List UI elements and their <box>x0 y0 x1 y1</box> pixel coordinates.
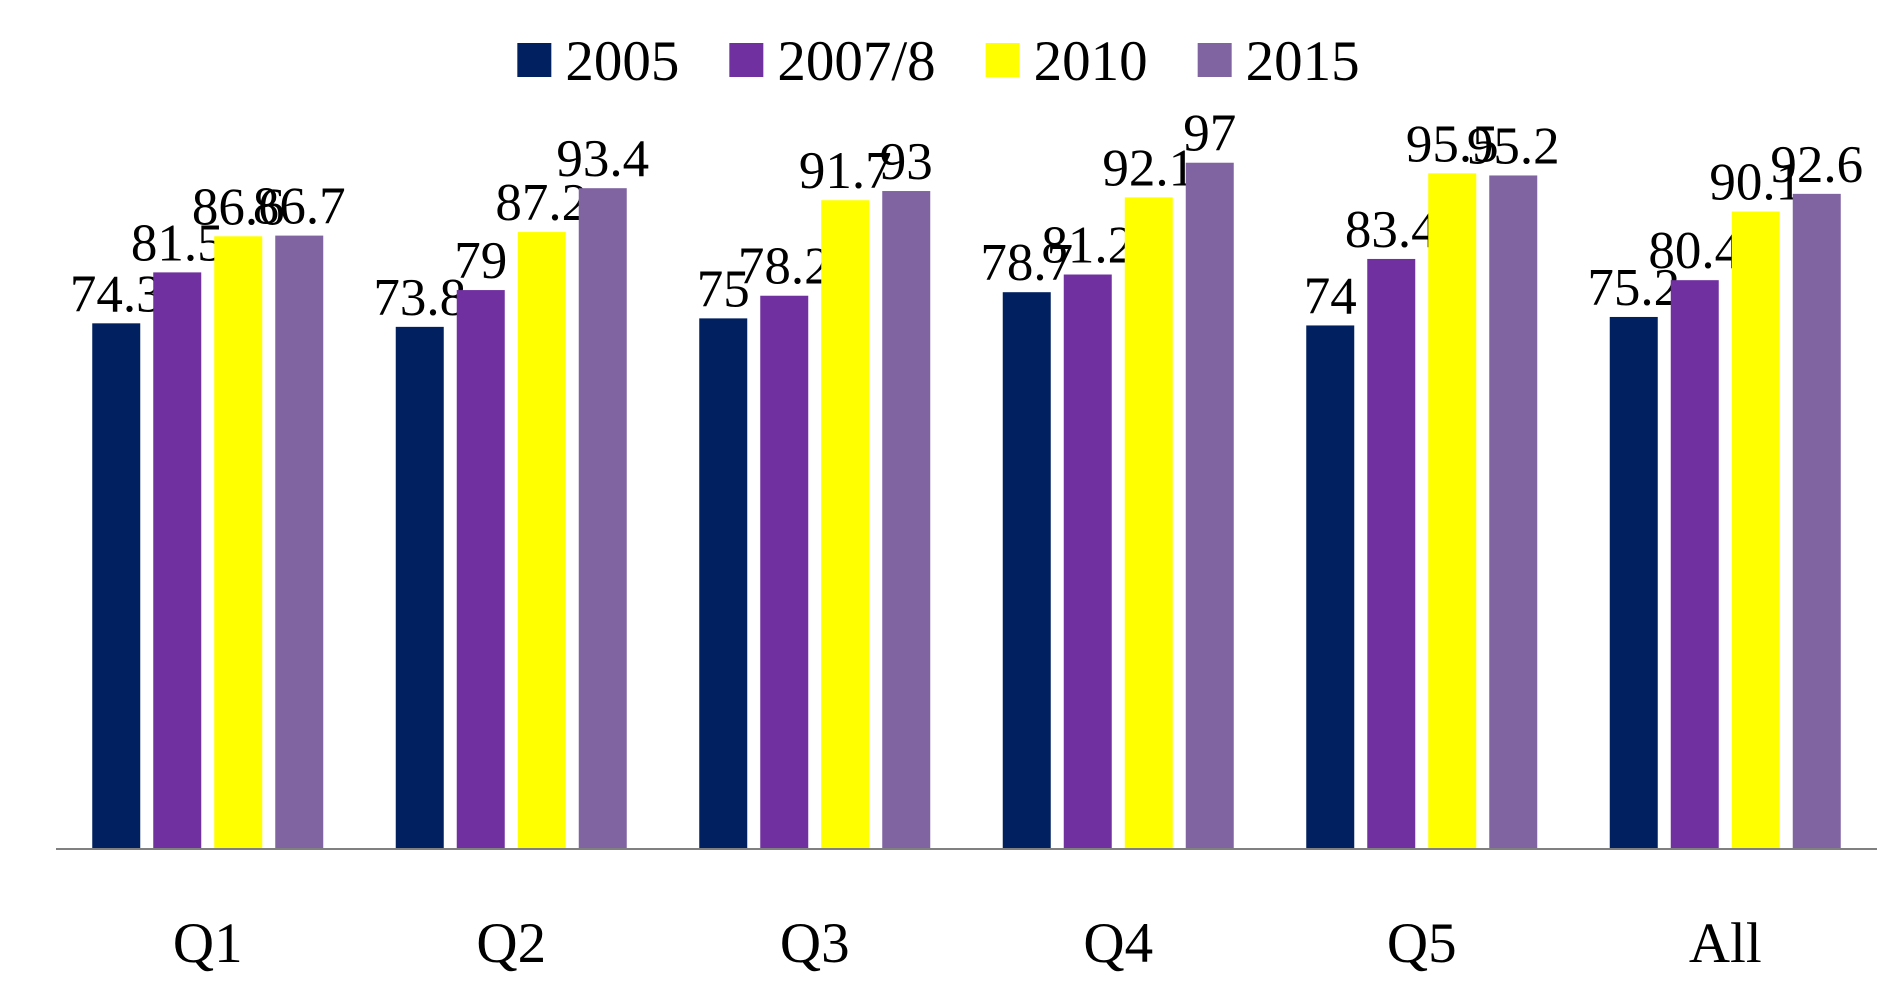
data-label: 95.2 <box>1467 117 1560 175</box>
data-label: 78.2 <box>738 238 831 296</box>
data-label: 81.5 <box>131 214 224 272</box>
bar <box>1063 274 1112 849</box>
x-tick-label: All <box>1689 912 1762 975</box>
legend-label: 2005 <box>565 30 679 93</box>
data-label: 78.7 <box>980 234 1073 292</box>
legend-swatch <box>729 43 764 77</box>
bar <box>1670 280 1719 849</box>
data-label: 97 <box>1183 105 1236 163</box>
data-label: 93.4 <box>556 130 649 188</box>
bar <box>456 290 505 849</box>
bar <box>214 236 263 849</box>
data-label: 73.8 <box>373 269 466 327</box>
bar <box>153 272 202 849</box>
data-label: 74.3 <box>70 265 163 323</box>
data-label: 93 <box>880 133 933 191</box>
data-label: 90.1 <box>1709 154 1802 212</box>
bar <box>1185 162 1234 850</box>
x-tick-label: Q2 <box>476 912 546 975</box>
data-label: 83.4 <box>1345 201 1438 259</box>
data-label: 91.7 <box>799 142 892 200</box>
legend-label: 2010 <box>1034 30 1148 93</box>
legend-label: 2015 <box>1246 30 1360 93</box>
bar <box>1124 197 1173 849</box>
data-label: 86.7 <box>253 178 346 236</box>
bar <box>1489 175 1538 849</box>
data-label: 75 <box>697 260 750 318</box>
bar <box>517 232 566 849</box>
bar <box>699 318 748 849</box>
bar <box>275 235 324 849</box>
bar <box>1731 211 1780 850</box>
x-tick-label: Q5 <box>1387 912 1457 975</box>
bar <box>578 188 627 849</box>
bar <box>92 323 141 849</box>
bar <box>1367 258 1416 849</box>
bar <box>1428 173 1477 849</box>
bar <box>1002 292 1051 849</box>
x-tick-label: Q3 <box>780 912 850 975</box>
bar <box>821 200 870 849</box>
data-label: 75.2 <box>1587 259 1680 317</box>
data-label: 92.1 <box>1102 139 1195 197</box>
x-tick-label: Q4 <box>1083 912 1153 975</box>
data-label: 86.6 <box>192 178 285 236</box>
data-label: 74 <box>1304 267 1357 325</box>
x-tick-label: Q1 <box>173 912 243 975</box>
data-label: 80.4 <box>1648 222 1741 280</box>
data-label: 92.6 <box>1770 136 1863 194</box>
bar <box>1609 316 1658 850</box>
bar <box>760 295 809 849</box>
data-label: 87.2 <box>495 174 588 232</box>
bar <box>1306 325 1355 849</box>
legend-label: 2007/8 <box>777 30 935 93</box>
data-label: 79 <box>454 232 507 290</box>
data-label: 81.2 <box>1041 217 1134 275</box>
bar <box>395 326 444 849</box>
legend-swatch <box>985 43 1020 77</box>
data-label: 95.5 <box>1406 115 1499 173</box>
legend-swatch <box>517 43 552 77</box>
bar <box>882 191 931 849</box>
bar <box>1792 193 1841 850</box>
legend-swatch <box>1197 43 1232 77</box>
